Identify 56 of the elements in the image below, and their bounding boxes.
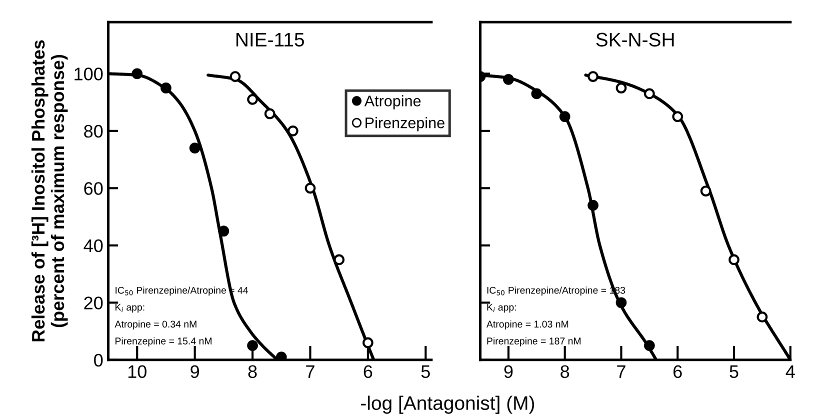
point — [132, 68, 143, 80]
x-tick-label: 8 — [560, 365, 570, 378]
x-tick-label: 8 — [248, 365, 257, 378]
point — [728, 254, 740, 266]
point — [588, 71, 598, 82]
x-tick-label: 6 — [674, 365, 682, 378]
chart-title: SK-N-SH — [596, 32, 674, 47]
x-tick-label: 7 — [306, 365, 314, 378]
point — [616, 297, 627, 308]
point — [559, 111, 570, 122]
y-tick-label: 60 — [84, 182, 103, 195]
point — [160, 82, 172, 94]
chart-title: NIE-115 — [236, 33, 304, 47]
y-tick-label: 20 — [84, 296, 103, 310]
point — [334, 254, 345, 266]
point — [700, 186, 712, 196]
point — [276, 352, 287, 360]
annotation: Atropine = 0.34 nM — [114, 320, 196, 330]
x-tick-label: 5 — [421, 365, 430, 378]
point — [672, 111, 684, 122]
legend-label: Atropine — [364, 95, 421, 110]
point — [756, 312, 768, 322]
point — [644, 88, 655, 100]
annotation: K$_{i}$ app: — [487, 304, 516, 313]
x-tick-label: 7 — [617, 365, 626, 378]
x-tick-label: 9 — [504, 365, 513, 378]
point — [362, 337, 374, 348]
x-tick-label: 9 — [190, 365, 199, 378]
point — [189, 142, 200, 154]
x-tick-label: 5 — [730, 365, 738, 378]
point — [287, 125, 298, 136]
point — [503, 74, 514, 85]
point — [304, 182, 316, 194]
y-tick-label: 100 — [74, 68, 103, 80]
annotation: Atropine = 1.03 nM — [486, 320, 568, 330]
y-axis-title: Release of [³H] Inositol Phosphates (percent of maximum response) — [31, 40, 68, 342]
y-tick-label: 40 — [84, 239, 103, 252]
annotation: Pirenzepine = 187 nM — [487, 337, 581, 346]
legend-label: Pirenzepine — [366, 117, 444, 132]
x-tick-label: 6 — [364, 365, 372, 378]
annotation: Pirenzepine = 15.4 nM — [116, 337, 212, 346]
point — [247, 340, 258, 352]
point — [218, 226, 230, 237]
y-tick-label: 80 — [84, 124, 103, 138]
point — [247, 94, 258, 105]
y-tick-label: 0 — [94, 354, 103, 367]
x-axis-title: -log [Antagonist] (M) — [361, 396, 534, 414]
point — [531, 88, 542, 100]
x-tick-label: 10 — [128, 365, 146, 378]
point — [588, 200, 598, 211]
point — [616, 82, 627, 94]
point — [264, 108, 276, 120]
x-tick-label: 4 — [786, 365, 795, 378]
point — [644, 340, 655, 352]
annotation: K$_{i}$ app: — [116, 304, 144, 313]
point — [230, 71, 241, 82]
